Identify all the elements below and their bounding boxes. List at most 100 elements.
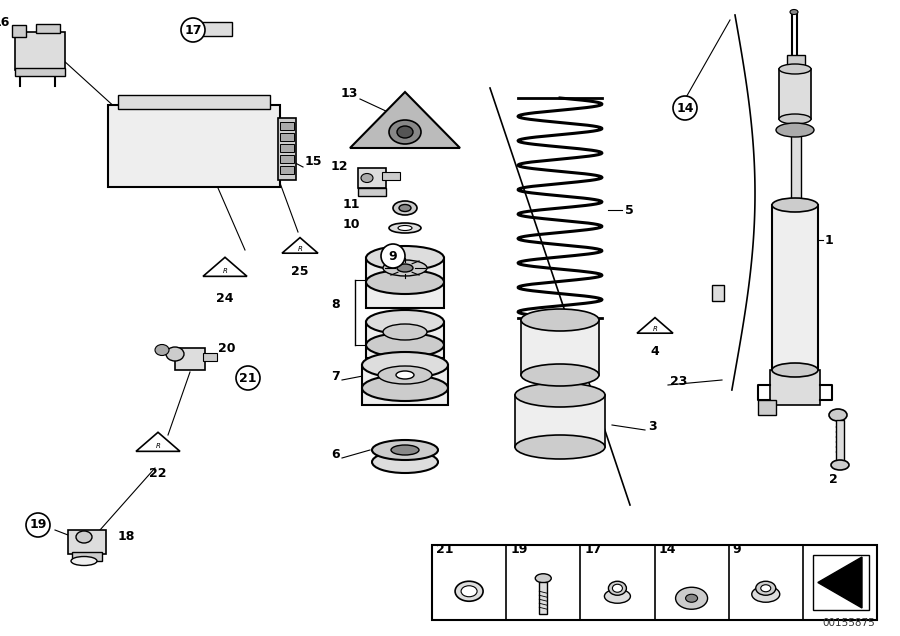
Bar [382,172,400,180]
Text: 17: 17 [584,543,602,556]
Ellipse shape [383,324,427,340]
Ellipse shape [383,260,427,276]
Text: 10: 10 [343,218,360,231]
Bar [15,68,65,76]
Ellipse shape [772,363,818,377]
Bar [175,348,205,370]
Text: 14: 14 [659,543,676,556]
Bar [787,55,805,69]
Ellipse shape [515,435,605,459]
Bar [515,395,605,447]
Ellipse shape [155,345,169,356]
Text: 15: 15 [305,155,322,168]
Ellipse shape [461,586,477,597]
Text: 19: 19 [510,543,527,556]
Text: R: R [298,246,302,252]
Text: R: R [156,443,160,449]
Bar [72,552,102,561]
Text: 18: 18 [118,530,135,543]
Ellipse shape [76,531,92,543]
Text: 12: 12 [330,160,348,173]
Ellipse shape [686,594,698,602]
Ellipse shape [605,589,630,604]
Text: 9: 9 [733,543,742,556]
Ellipse shape [166,347,184,361]
Ellipse shape [829,409,847,421]
Text: 19: 19 [30,518,47,532]
Bar [539,582,547,614]
Ellipse shape [521,309,599,331]
Bar [203,353,217,361]
Ellipse shape [366,270,444,294]
Text: 9: 9 [389,249,397,263]
Text: 6: 6 [331,448,340,461]
Ellipse shape [776,123,814,137]
Text: 13: 13 [340,87,358,100]
Bar [758,400,776,415]
Ellipse shape [71,556,97,565]
Ellipse shape [399,205,411,212]
Ellipse shape [361,174,373,183]
Text: 14: 14 [676,102,694,114]
Ellipse shape [398,226,412,230]
Text: 7: 7 [331,370,340,383]
Bar [358,168,386,188]
Bar [712,285,724,301]
Ellipse shape [676,587,707,609]
Text: 2: 2 [829,473,837,486]
Bar [12,25,26,37]
Bar [278,118,296,180]
Text: 25: 25 [292,265,309,278]
Ellipse shape [515,383,605,407]
Ellipse shape [779,64,811,74]
Ellipse shape [608,581,626,595]
Polygon shape [818,557,862,608]
Ellipse shape [779,114,811,124]
Ellipse shape [366,333,444,357]
Ellipse shape [391,445,419,455]
Ellipse shape [521,364,599,386]
Text: 21: 21 [436,543,454,556]
Ellipse shape [756,581,776,595]
Bar [366,258,444,308]
Bar [770,370,820,405]
Ellipse shape [366,246,444,270]
Ellipse shape [831,460,849,470]
Text: 11: 11 [343,198,360,211]
Text: 21: 21 [239,371,256,385]
Bar [280,144,294,152]
Bar [118,95,270,109]
Bar [772,205,818,370]
Ellipse shape [378,366,432,384]
Polygon shape [350,92,460,148]
Ellipse shape [396,371,414,379]
Ellipse shape [760,584,770,591]
Bar [779,69,811,119]
Bar [36,24,60,33]
Bar [280,155,294,163]
Ellipse shape [389,120,421,144]
Ellipse shape [366,310,444,334]
Text: 20: 20 [218,342,236,355]
Circle shape [236,366,260,390]
Circle shape [181,18,205,42]
Text: 8: 8 [331,298,340,311]
Bar [108,105,280,187]
Text: 24: 24 [216,292,234,305]
Text: 3: 3 [648,420,657,433]
Text: 4: 4 [651,345,660,358]
Ellipse shape [372,451,438,473]
Text: 00155875: 00155875 [823,618,875,628]
Bar [362,365,448,405]
Ellipse shape [397,264,413,272]
Bar [813,555,869,610]
Ellipse shape [397,126,413,138]
Text: R: R [652,326,657,332]
Text: 17: 17 [184,24,202,36]
Bar [366,322,444,358]
Ellipse shape [362,375,448,401]
Text: 22: 22 [149,467,166,480]
Bar [358,188,386,196]
Bar [791,130,801,205]
Circle shape [26,513,50,537]
